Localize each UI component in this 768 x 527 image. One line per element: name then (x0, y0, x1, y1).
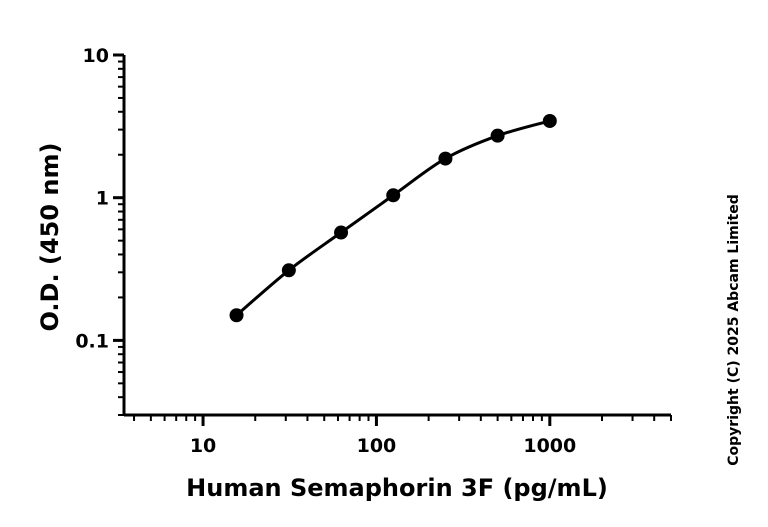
y-tick-label: 0.1 (75, 330, 109, 352)
data-points (229, 113, 557, 323)
data-point (386, 188, 401, 203)
x-axis-title: Human Semaphorin 3F (pg/mL) (186, 474, 608, 502)
copyright-text: Copyright (C) 2025 Abcam Limited (726, 194, 742, 465)
data-point (334, 225, 349, 240)
x-tick-label: 10 (190, 435, 216, 457)
x-tick-label: 1000 (523, 435, 576, 457)
fit-curve-line (235, 119, 551, 317)
y-tick-label: 10 (83, 45, 109, 67)
fit-curve (235, 119, 551, 317)
y-axis-title: O.D. (450 nm) (36, 143, 64, 332)
x-axis: 10 100 1000 (124, 413, 672, 457)
data-point (281, 263, 296, 278)
x-tick-label: 100 (357, 435, 397, 457)
data-point (438, 151, 453, 166)
data-point (490, 128, 505, 143)
y-tick-label: 1 (96, 188, 109, 210)
data-point (229, 308, 244, 323)
data-point (542, 113, 557, 128)
y-axis: 10 1 0.1 (75, 45, 126, 416)
